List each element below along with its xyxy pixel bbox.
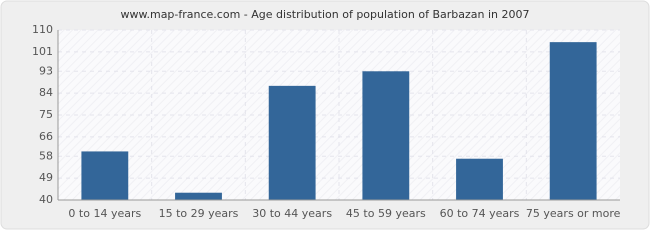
y-tick-label: 101 (32, 45, 53, 58)
chart-title: www.map-france.com - Age distribution of… (121, 8, 530, 21)
x-tick-label: 30 to 44 years (252, 207, 332, 220)
y-tick-label: 93 (39, 64, 53, 77)
bar (456, 158, 503, 200)
bar (362, 71, 410, 201)
chart: www.map-france.com - Age distribution of… (0, 0, 650, 230)
x-tick-label: 60 to 74 years (440, 207, 520, 220)
y-tick-label: 49 (39, 171, 53, 184)
page: www.map-france.com - Age distribution of… (0, 0, 650, 230)
y-tick-label: 110 (32, 23, 53, 36)
y-tick-label: 58 (39, 149, 53, 162)
y-tick-label: 84 (39, 86, 53, 99)
bar (268, 85, 316, 200)
x-tick-label: 45 to 59 years (346, 207, 426, 220)
y-tick-label: 66 (39, 130, 53, 143)
bar (175, 192, 222, 200)
y-tick-label: 40 (39, 193, 53, 206)
x-tick-label: 75 years or more (526, 207, 621, 220)
x-tick-label: 15 to 29 years (159, 207, 239, 220)
bar (549, 42, 597, 201)
y-tick-label: 75 (39, 108, 53, 121)
x-tick-label: 0 to 14 years (68, 207, 141, 220)
bar (81, 151, 129, 200)
